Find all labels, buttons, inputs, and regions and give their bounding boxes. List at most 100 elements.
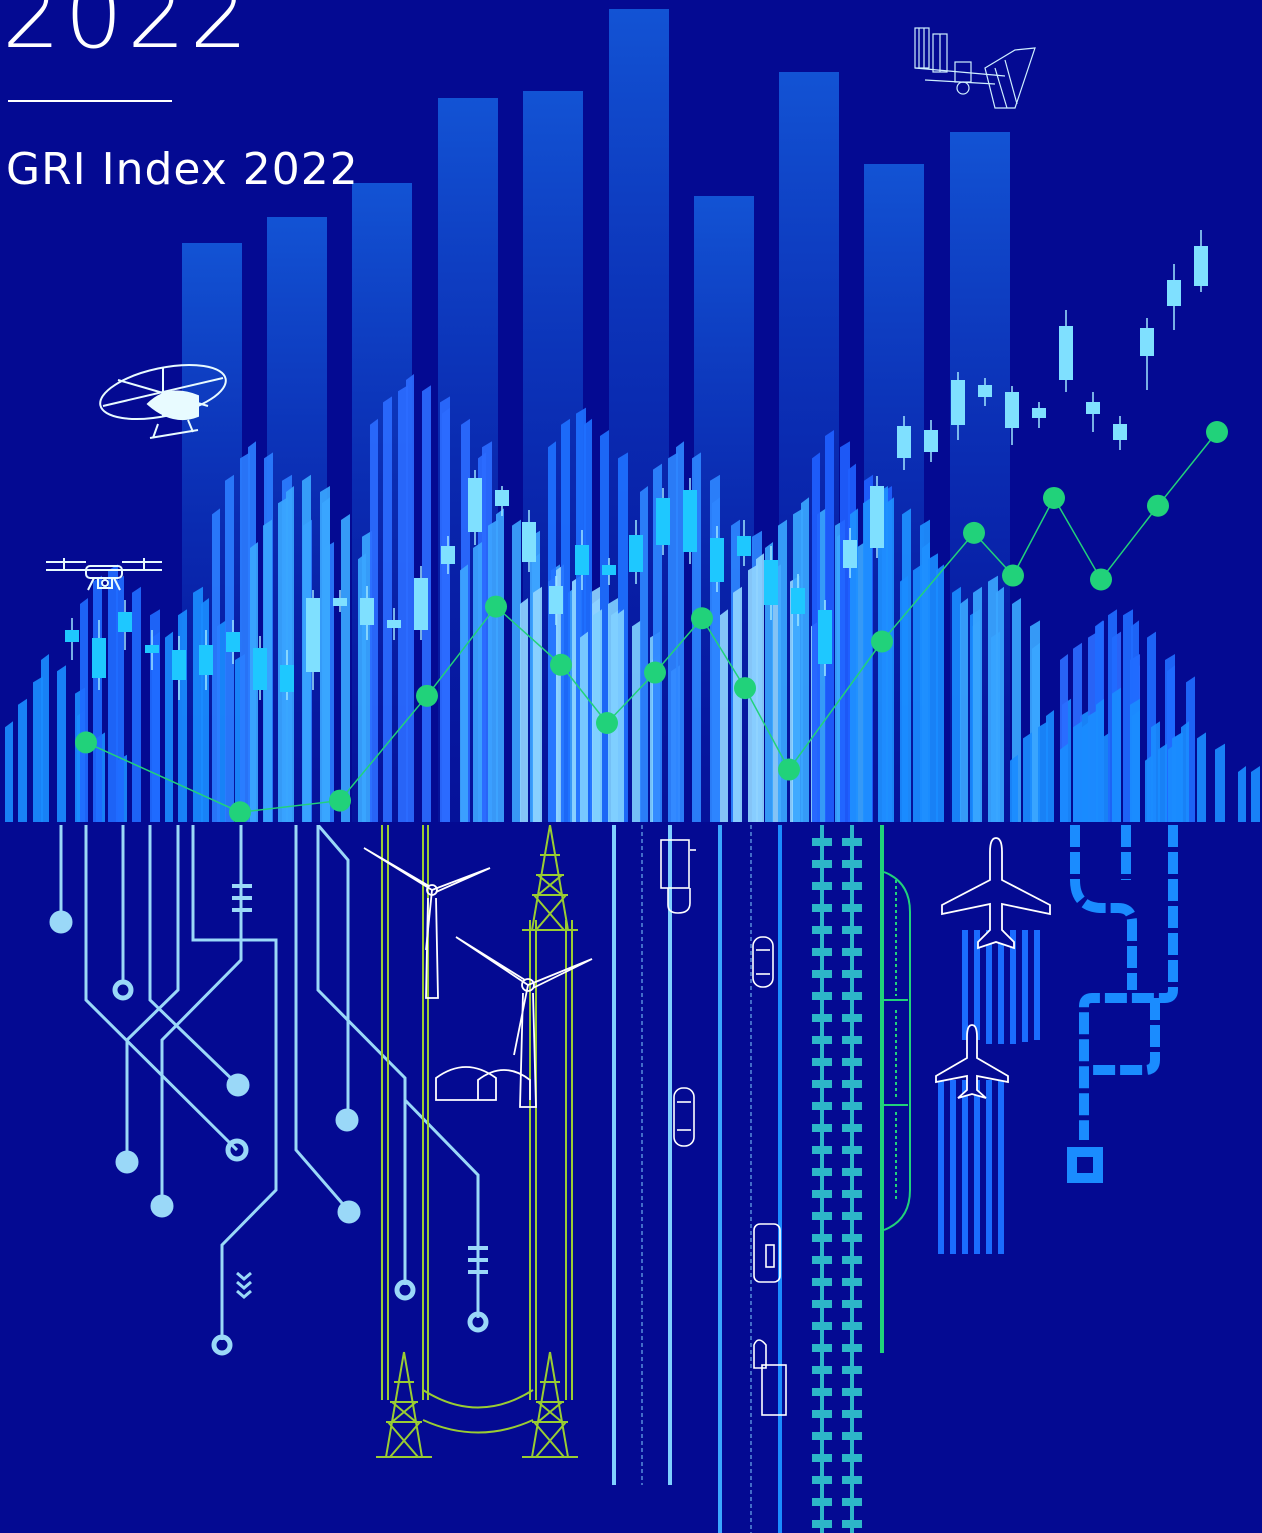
data-bar (608, 598, 618, 822)
rail-sleeper (842, 1080, 862, 1088)
rail-sleeper (842, 882, 862, 890)
data-bar (1238, 766, 1246, 822)
rail-sleeper (842, 1410, 862, 1418)
air-taxi-icon (99, 364, 227, 439)
data-bar (41, 654, 49, 822)
trend-point (871, 630, 893, 653)
data-bar (520, 598, 528, 822)
data-bar (936, 564, 944, 822)
data-bar (886, 497, 894, 822)
data-bar (286, 486, 294, 822)
trend-point (963, 521, 985, 544)
data-bar (548, 441, 556, 822)
power-pylon-icon (522, 1351, 578, 1458)
candlestick-series (65, 230, 1208, 700)
data-bar (668, 452, 678, 822)
candle-body (764, 560, 778, 605)
data-bar (973, 586, 982, 822)
rail-sleeper (812, 860, 832, 868)
candle-body (226, 632, 240, 652)
road (612, 825, 782, 1533)
candle-body (710, 538, 724, 582)
data-bar (80, 598, 88, 822)
candle-body (522, 522, 536, 562)
rail-sleeper (842, 1036, 862, 1044)
trend-point (1043, 486, 1065, 509)
contrail (1010, 930, 1016, 1044)
data-bar (1010, 754, 1018, 822)
data-bar (1197, 732, 1206, 822)
rail-sleeper (842, 1058, 862, 1066)
report-subtitle: GRI Index 2022 (6, 144, 359, 195)
candle-body (924, 430, 938, 452)
trend-point (1002, 564, 1024, 587)
rail-sleeper (842, 1256, 862, 1264)
truck-icon (753, 1339, 787, 1416)
data-bar (473, 542, 482, 822)
rail-sleeper (842, 1146, 862, 1154)
trend-point (329, 789, 351, 812)
data-bar (383, 396, 392, 822)
rail-sleeper (812, 1520, 832, 1528)
data-bar (756, 553, 764, 822)
rail-sleeper (842, 838, 862, 846)
rail-sleeper (842, 1168, 862, 1176)
rail-sleeper (812, 1498, 832, 1506)
rail-sleeper (842, 1014, 862, 1022)
data-bar (512, 519, 521, 822)
rail-sleeper (842, 1102, 862, 1110)
candle-body (602, 565, 616, 575)
rail-sleeper (812, 882, 832, 890)
trend-point (596, 712, 618, 734)
candle-body (1059, 326, 1073, 380)
rail-sleeper (842, 1300, 862, 1308)
rail-sleeper (812, 1388, 832, 1396)
data-bar (1060, 743, 1068, 822)
rail-sleeper (812, 1146, 832, 1154)
candle-body (629, 535, 643, 572)
data-bar (1145, 754, 1153, 822)
data-bar (720, 609, 728, 822)
candle-body (253, 648, 267, 690)
data-bar (1173, 732, 1183, 822)
data-bar (988, 575, 998, 822)
candle-body (414, 578, 428, 630)
power-pylon-icon (376, 1351, 432, 1458)
data-bar (960, 598, 968, 822)
data-bar (406, 374, 414, 822)
rail-sleeper (812, 1366, 832, 1374)
data-bar (33, 676, 43, 822)
wind-turbine-icon (455, 936, 593, 1108)
rail-sleeper (842, 1454, 862, 1462)
contrail (998, 930, 1004, 1044)
data-bar (676, 441, 684, 822)
data-bar (840, 441, 850, 822)
trend-point (644, 661, 666, 684)
data-bar (878, 486, 888, 822)
data-bar (900, 575, 908, 822)
contrail (962, 1080, 968, 1254)
candle-body (549, 586, 563, 614)
trend-point (229, 801, 251, 824)
trend-point (1147, 494, 1169, 517)
data-bar (322, 497, 330, 822)
data-bar (996, 586, 1004, 822)
title-divider (8, 100, 172, 102)
airplane-icon (941, 837, 1051, 950)
trend-point (550, 653, 572, 676)
trend-point (778, 758, 800, 781)
data-bar (152, 631, 160, 822)
data-bar (593, 609, 602, 822)
candle-body (656, 498, 670, 545)
data-bar (928, 553, 938, 822)
data-bar (398, 385, 408, 822)
rail-sleeper (842, 860, 862, 868)
data-bar (460, 564, 468, 822)
rail-sleeper (812, 970, 832, 978)
train-icon (880, 825, 911, 1353)
wind-turbine-icon (363, 847, 491, 999)
rail-sleeper (812, 948, 832, 956)
trend-line-path (85, 431, 1218, 814)
trend-point (1090, 568, 1112, 591)
satellite-icon (914, 27, 1036, 109)
